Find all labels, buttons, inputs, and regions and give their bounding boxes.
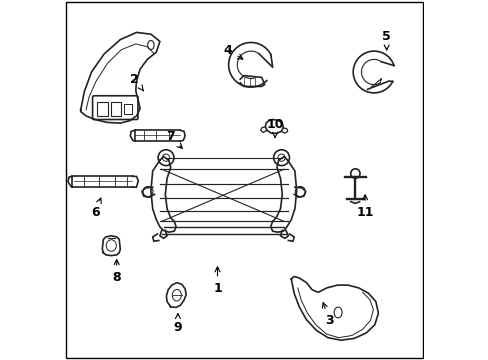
Text: 9: 9 xyxy=(173,314,182,334)
Bar xyxy=(97,102,107,116)
Bar xyxy=(110,102,121,116)
Text: 11: 11 xyxy=(356,195,373,219)
Text: 6: 6 xyxy=(91,198,101,219)
Text: 1: 1 xyxy=(213,267,222,294)
Ellipse shape xyxy=(106,240,116,251)
Text: 2: 2 xyxy=(130,73,143,91)
Bar xyxy=(124,104,132,114)
Text: 10: 10 xyxy=(266,118,283,138)
Ellipse shape xyxy=(172,289,181,301)
Text: 7: 7 xyxy=(166,130,182,148)
Text: 3: 3 xyxy=(322,303,333,327)
Text: 8: 8 xyxy=(112,260,121,284)
Ellipse shape xyxy=(333,307,342,318)
FancyBboxPatch shape xyxy=(92,96,138,120)
Text: 4: 4 xyxy=(224,44,243,59)
Text: 5: 5 xyxy=(382,30,390,50)
Ellipse shape xyxy=(147,41,154,50)
FancyBboxPatch shape xyxy=(66,2,422,358)
